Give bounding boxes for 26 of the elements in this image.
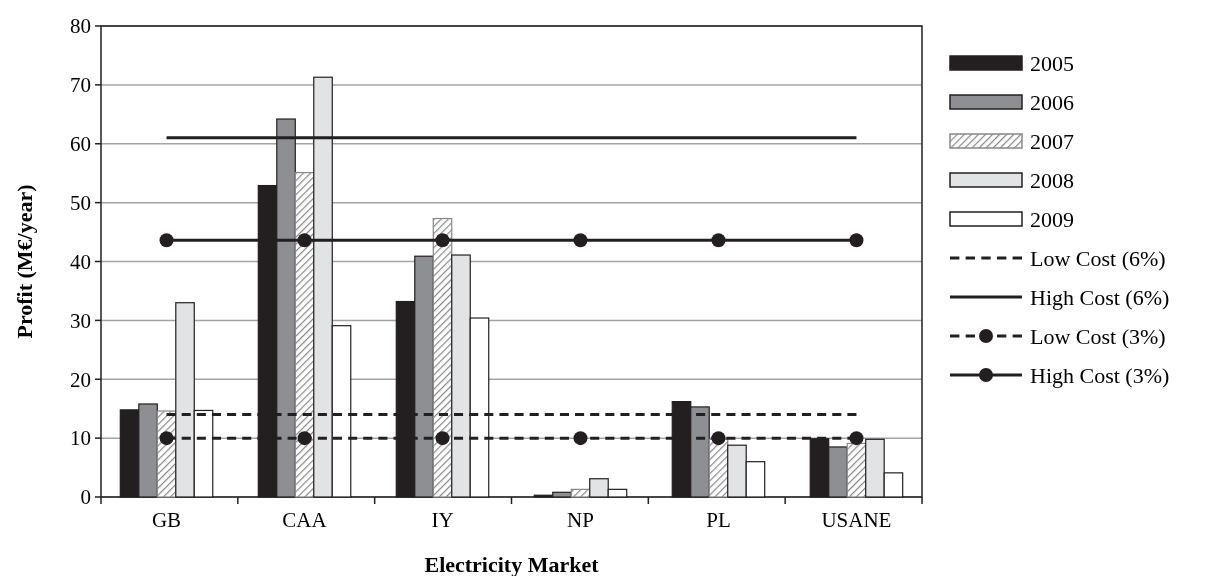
y-tick-label: 70 [70,73,91,98]
y-axis-title: Profit (M€/year) [12,184,37,339]
legend-label: 2005 [1030,50,1074,76]
legend-label: 2006 [1030,89,1074,115]
x-tick-label: IY [431,508,454,532]
y-tick-label: 80 [70,14,91,39]
x-tick-label: CAA [282,508,328,532]
legend-label: Low Cost (6%) [1030,245,1166,271]
legend-label: 2008 [1030,167,1074,193]
y-tick-label: 50 [70,190,91,215]
x-tick-label: NP [567,508,594,532]
x-tick-label: GB [151,508,182,532]
y-tick-label: 60 [70,132,91,157]
y-tick-label: 10 [70,426,91,451]
legend-label: Low Cost (3%) [1030,323,1166,349]
y-tick-label: 0 [80,485,91,510]
legend-label: 2009 [1030,206,1074,232]
x-axis-title: Electricity Market [424,552,600,577]
y-tick-label: 30 [70,308,91,333]
x-tick-label: PL [706,508,731,532]
legend-label: 2007 [1030,128,1074,154]
y-tick-label: 20 [70,367,91,392]
legend-label: High Cost (3%) [1030,362,1170,388]
x-tick-label: USANE [821,508,892,532]
legend-label: High Cost (6%) [1030,284,1170,310]
y-tick-label: 40 [70,249,91,274]
